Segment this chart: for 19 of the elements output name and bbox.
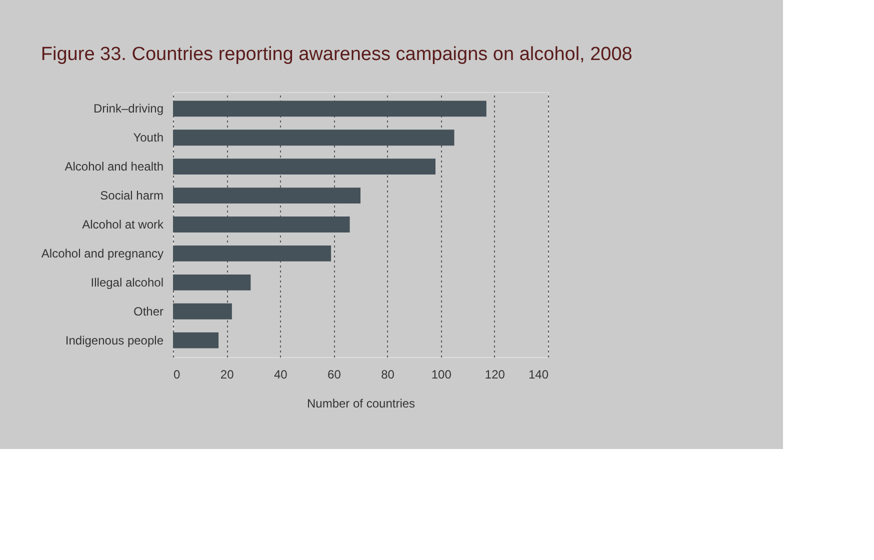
x-tick-label: 100 [431, 368, 452, 382]
x-tick-label: 40 [274, 368, 288, 382]
x-tick-label: 80 [381, 368, 395, 382]
x-axis-title: Number of countries [306, 396, 416, 410]
y-tick-label: Other [133, 304, 164, 318]
x-tick-label: 0 [174, 368, 180, 382]
y-tick-label: Youth [133, 130, 164, 145]
x-tick-label: 20 [220, 368, 234, 382]
y-tick-label: Indigenous people [65, 333, 164, 348]
y-tick-label: Social harm [100, 188, 164, 203]
x-tick-label: 140 [528, 368, 549, 382]
y-tick-label: Illegal alcohol [90, 275, 164, 290]
y-tick-label: Alcohol and pregnancy [41, 246, 164, 260]
y-tick-label: Drink–driving [93, 102, 164, 116]
x-tick-label: 60 [328, 368, 342, 382]
y-tick-label: Alcohol and health [64, 160, 164, 174]
chart-title: Figure 33. Countries reporting awareness campaigns on alcohol, 2008 [40, 44, 632, 65]
y-tick-label: Alcohol at work [82, 218, 164, 232]
x-tick-label: 120 [484, 368, 506, 382]
